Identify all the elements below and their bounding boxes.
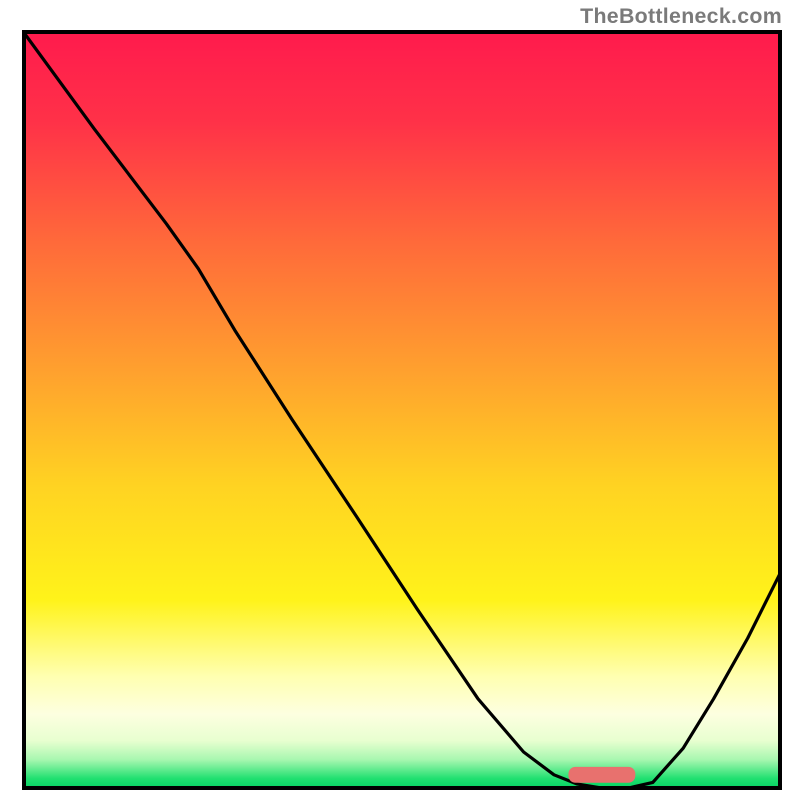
watermark-text: TheBottleneck.com (580, 4, 782, 29)
plot-frame (22, 30, 782, 790)
gradient-background (22, 30, 782, 790)
chart-container: TheBottleneck.com (0, 0, 800, 800)
